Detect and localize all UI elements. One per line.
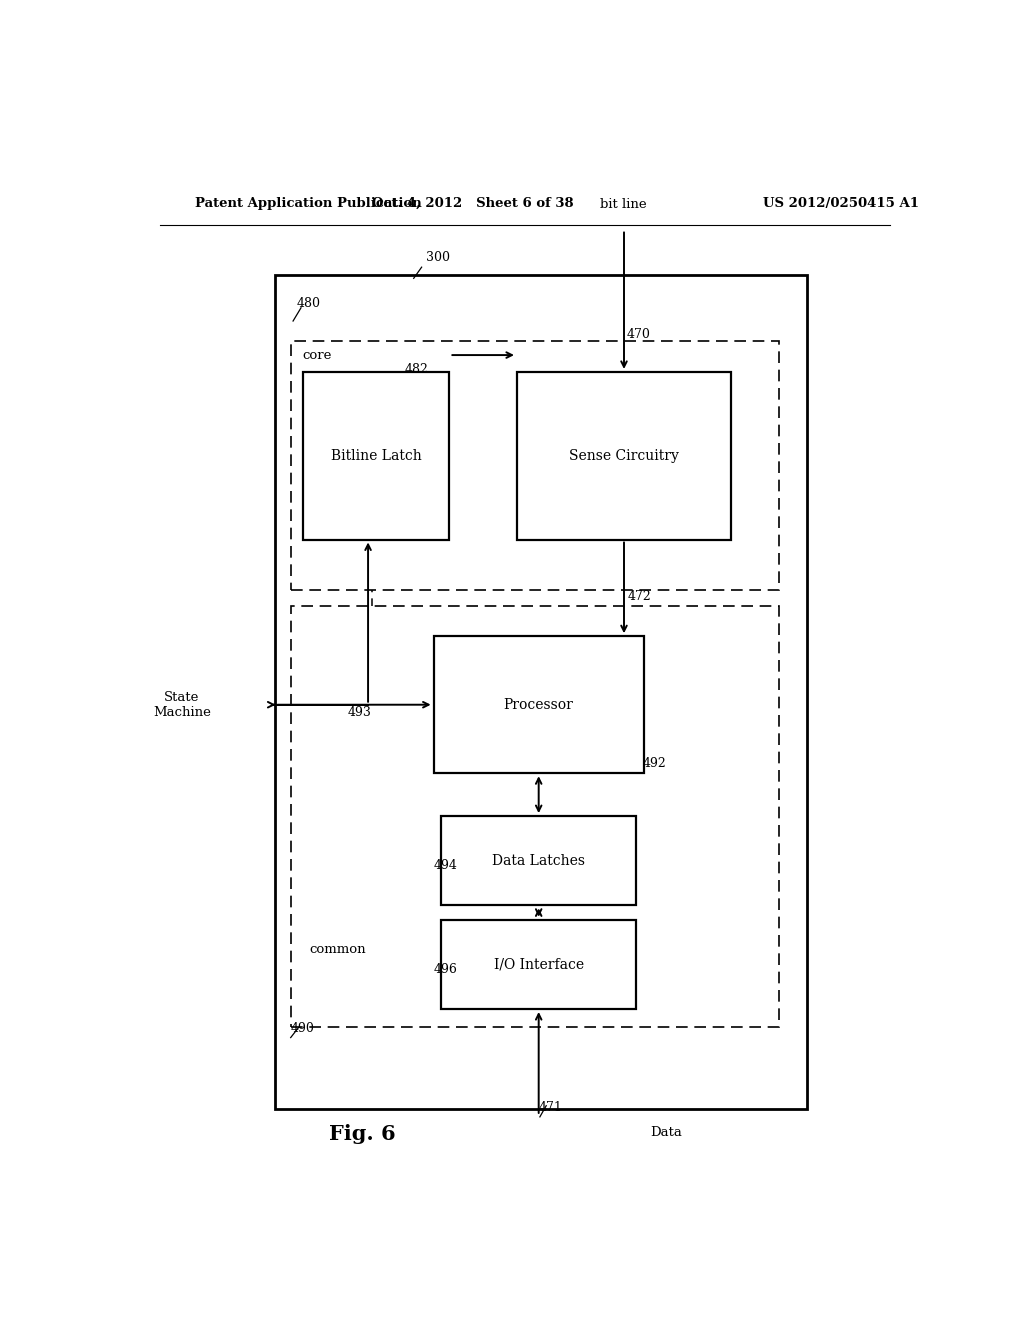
Text: 493: 493 bbox=[348, 706, 372, 719]
Text: 472: 472 bbox=[628, 590, 651, 602]
Text: 496: 496 bbox=[433, 962, 458, 975]
Text: 471: 471 bbox=[539, 1101, 563, 1114]
Text: US 2012/0250415 A1: US 2012/0250415 A1 bbox=[763, 197, 919, 210]
Text: Processor: Processor bbox=[504, 698, 573, 711]
Text: Data: Data bbox=[650, 1126, 682, 1139]
Bar bbox=[441, 816, 636, 906]
Text: 482: 482 bbox=[404, 363, 428, 376]
Text: common: common bbox=[309, 944, 366, 956]
Text: core: core bbox=[303, 348, 332, 362]
Text: 300: 300 bbox=[426, 251, 450, 264]
Text: 494: 494 bbox=[433, 859, 458, 873]
Text: I/O Interface: I/O Interface bbox=[494, 957, 584, 972]
Text: 490: 490 bbox=[291, 1022, 314, 1035]
Bar bbox=[291, 342, 778, 590]
Text: Sense Circuitry: Sense Circuitry bbox=[569, 449, 679, 463]
Bar bbox=[433, 636, 644, 774]
Bar bbox=[517, 372, 731, 540]
Bar bbox=[274, 276, 807, 1109]
Text: 480: 480 bbox=[297, 297, 322, 310]
Bar bbox=[441, 920, 636, 1008]
Text: 470: 470 bbox=[627, 329, 650, 342]
Text: Oct. 4, 2012   Sheet 6 of 38: Oct. 4, 2012 Sheet 6 of 38 bbox=[373, 197, 574, 210]
Text: bit line: bit line bbox=[600, 198, 647, 211]
Bar bbox=[291, 606, 778, 1027]
Bar bbox=[303, 372, 450, 540]
Text: Fig. 6: Fig. 6 bbox=[329, 1125, 395, 1144]
Text: 492: 492 bbox=[642, 758, 666, 771]
Text: Data Latches: Data Latches bbox=[493, 854, 585, 867]
Text: Bitline Latch: Bitline Latch bbox=[331, 449, 421, 463]
Text: State
Machine: State Machine bbox=[153, 692, 211, 719]
Text: Patent Application Publication: Patent Application Publication bbox=[196, 197, 422, 210]
